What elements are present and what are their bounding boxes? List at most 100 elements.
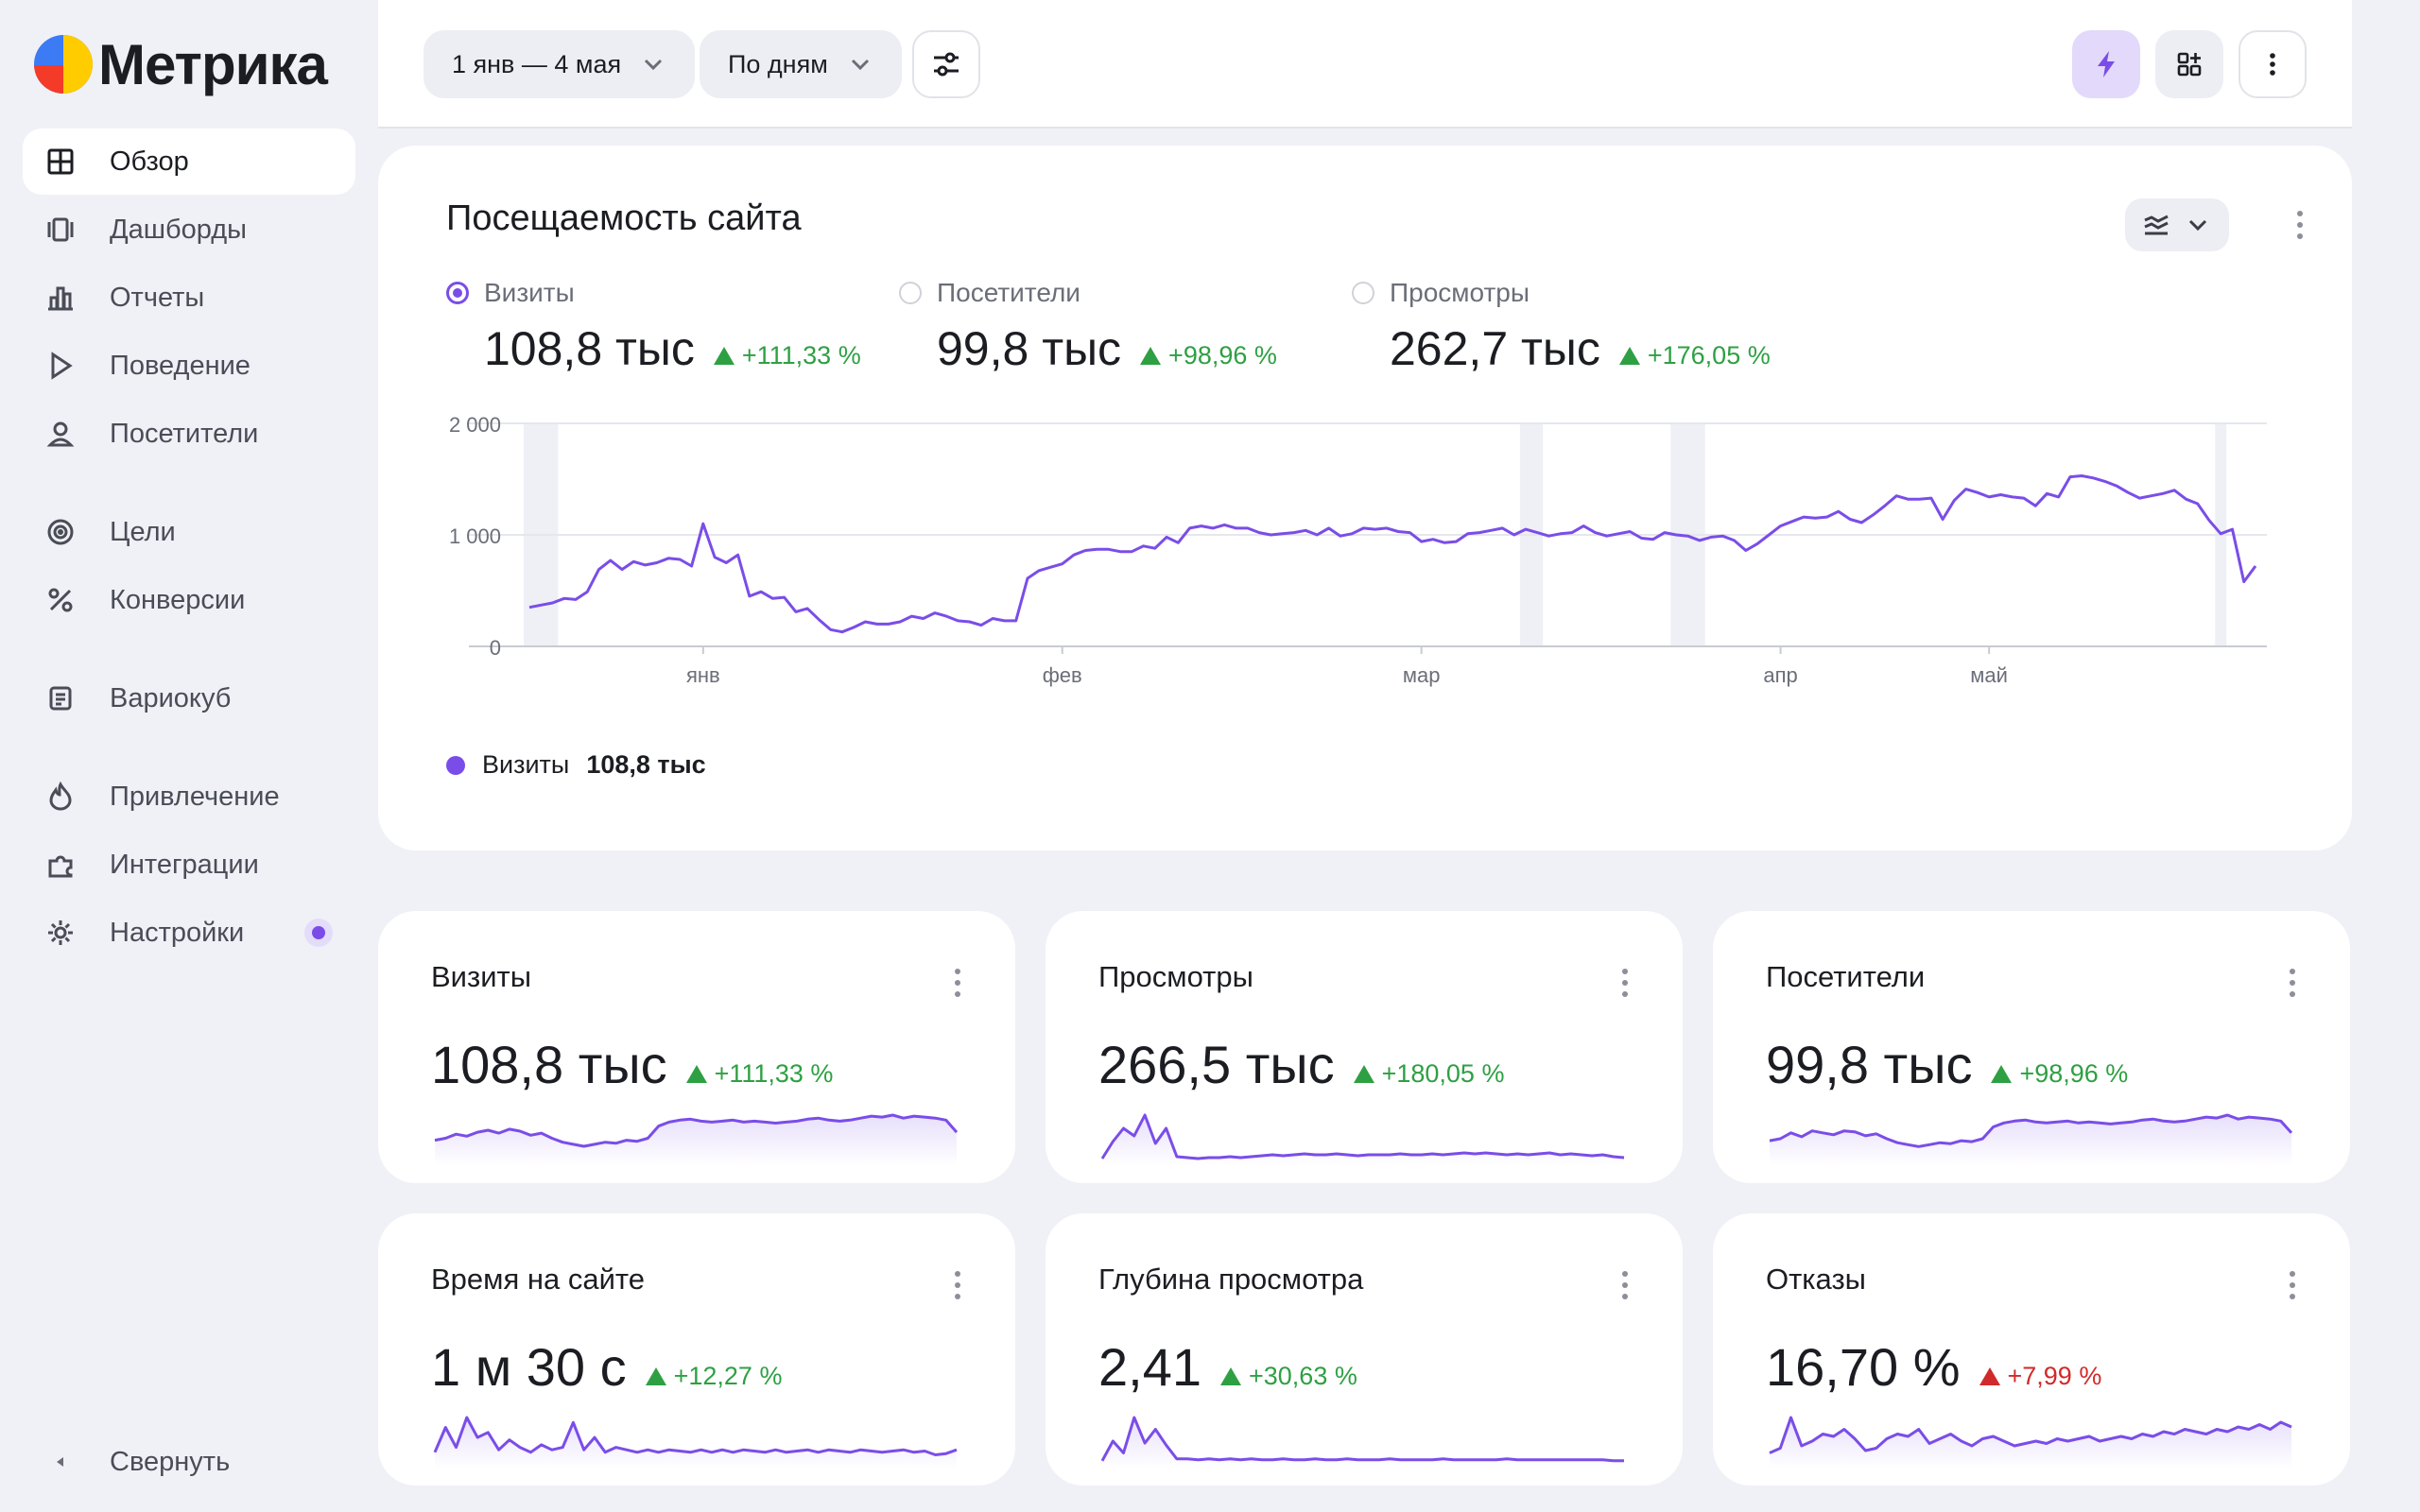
sidebar-item-behavior[interactable]: Поведение [23,333,355,399]
metric-visits[interactable]: Визиты 108,8 тыс +111,33 % [446,278,861,376]
metric-card[interactable]: Посетители 99,8 тыс +98,96 % [1713,911,2350,1183]
sparkline [434,1113,959,1166]
metric-card-title: Время на сайте [431,1263,645,1296]
card-menu-button[interactable] [1611,1266,1639,1304]
chevron-down-icon [851,59,869,71]
sidebar-item-label: Привлечение [110,781,280,812]
sidebar-item-conversions[interactable]: Конверсии [23,567,355,633]
sparkline-line [434,1113,959,1148]
sidebar-item-dashboards[interactable]: Дашборды [23,197,355,263]
sparkline-line [1769,1416,2292,1454]
sidebar-item-overview[interactable]: Обзор [23,129,355,195]
metric-card-value-row: 99,8 тыс +98,96 % [1766,1034,2128,1095]
grouping-select[interactable]: По дням [700,30,902,98]
metric-card-delta: +180,05 % [1353,1059,1504,1089]
legend-label: Визиты [482,750,570,779]
metric-card-value-row: 16,70 % +7,99 % [1766,1336,2101,1398]
card-menu-button[interactable] [1611,964,1639,1002]
target-icon [43,515,78,549]
metric-card-value-row: 2,41 +30,63 % [1098,1336,1357,1398]
logo-text: Метрика [98,32,328,96]
flame-icon [43,780,78,814]
radio-unselected[interactable] [899,282,922,304]
sidebar-item-label: Настройки [110,917,245,948]
sidebar: Метрика Обзор Дашборды Отчеты Поведение … [0,0,369,1512]
radio-selected[interactable] [446,282,469,304]
up-arrow-icon [1991,1065,2013,1083]
sparkline-area [435,1418,957,1469]
up-arrow-icon [645,1367,666,1385]
metric-card[interactable]: Глубина просмотра 2,41 +30,63 % [1046,1213,1683,1486]
logo[interactable]: Метрика [32,32,328,96]
metric-card-title: Визиты [431,960,532,993]
metric-card-delta: +30,63 % [1220,1362,1357,1391]
metric-card[interactable]: Визиты 108,8 тыс +111,33 % [378,911,1015,1183]
metric-delta: +98,96 % [1140,341,1277,370]
card-menu-button[interactable] [943,964,972,1002]
metric-label: Просмотры [1390,278,1530,307]
y-tick-label: 0 [490,636,501,660]
metric-card[interactable]: Время на сайте 1 м 30 с +12,27 % [378,1213,1015,1486]
legend-value: 108,8 тыс [586,750,706,779]
quick-actions-button[interactable] [2072,30,2140,98]
sidebar-item-label: Цели [110,516,176,547]
collapse-sidebar-button[interactable]: Свернуть [23,1429,355,1495]
sidebar-item-label: Отчеты [110,282,205,313]
filters-button[interactable] [912,30,980,98]
sidebar-item-label: Посетители [110,418,259,449]
x-tick-label: мар [1403,663,1441,687]
chart-legend: Визиты 108,8 тыс [446,750,706,780]
metric-value: 108,8 тыс [484,322,695,375]
card-menu-button[interactable] [2278,964,2307,1002]
legend-dot [446,755,465,775]
sparkline-area [1102,1115,1624,1166]
card-menu-button[interactable] [943,1266,972,1304]
more-menu-button[interactable] [2238,30,2307,98]
metric-card[interactable]: Отказы 16,70 % +7,99 % [1713,1213,2350,1486]
metric-card[interactable]: Просмотры 266,5 тыс +180,05 % [1046,911,1683,1183]
sparkline-line [1100,1416,1624,1463]
card-menu-button[interactable] [2278,1266,2307,1304]
metric-card-title: Посетители [1766,960,1926,993]
grouping-value: По дням [728,49,828,78]
sidebar-item-label: Конверсии [110,584,246,615]
sidebar-item-reports[interactable]: Отчеты [23,265,355,331]
metric-card-delta: +111,33 % [685,1059,833,1089]
sidebar-item-label: Поведение [110,350,251,381]
x-tick-label: янв [686,663,720,687]
bar-chart-icon [43,281,78,315]
radio-unselected[interactable] [1352,282,1374,304]
sparkline [1769,1416,2292,1469]
sidebar-item-acquisition[interactable]: Привлечение [23,764,355,830]
sidebar-item-goals[interactable]: Цели [23,499,355,565]
up-arrow-icon [1353,1065,1374,1083]
chart-lines-icon [2144,215,2169,235]
metric-pageviews[interactable]: Просмотры 262,7 тыс +176,05 % [1352,278,1771,376]
lightning-icon [2098,51,2115,77]
up-arrow-icon [1140,347,1162,365]
date-range-select[interactable]: 1 янв — 4 мая [424,30,696,98]
x-tick-label: апр [1763,663,1797,687]
sparkline-area [1102,1418,1624,1469]
sidebar-item-label: Обзор [110,146,189,177]
sparkline [1100,1113,1625,1166]
person-icon [43,417,78,451]
widgets-button[interactable] [2155,30,2223,98]
metric-visitors[interactable]: Посетители 99,8 тыс +98,96 % [899,278,1277,376]
metric-card-title: Просмотры [1098,960,1253,993]
sidebar-item-settings[interactable]: Настройки [23,900,355,966]
sidebar-item-variocube[interactable]: Вариокуб [23,665,355,731]
metric-label: Посетители [937,278,1080,307]
metric-card-value-row: 266,5 тыс +180,05 % [1098,1034,1504,1095]
sidebar-item-visitors[interactable]: Посетители [23,401,355,467]
metric-card-value: 1 м 30 с [431,1337,627,1397]
top-toolbar: 1 янв — 4 мая По дням [378,0,2352,129]
x-tick-label: май [1970,663,2008,687]
visits-line-chart[interactable]: 0 1 000 2 000 янв фев мар апр май [378,146,2352,731]
metric-card-value: 16,70 % [1766,1337,1961,1397]
play-icon [43,349,78,383]
card-menu-button[interactable] [2286,206,2314,244]
sidebar-item-integrations[interactable]: Интеграции [23,832,355,898]
up-arrow-icon [1618,347,1640,365]
chart-type-select[interactable] [2125,198,2229,251]
